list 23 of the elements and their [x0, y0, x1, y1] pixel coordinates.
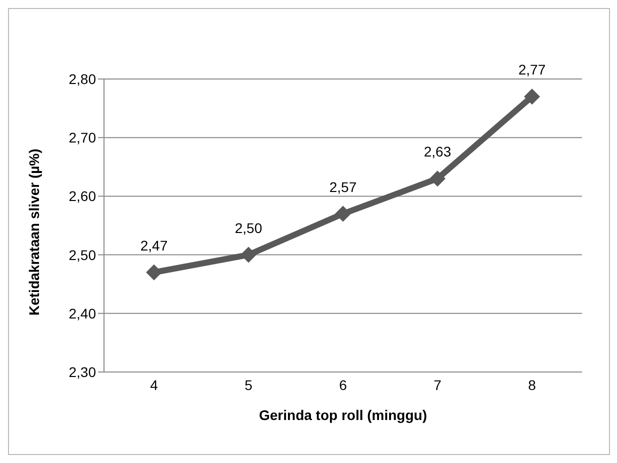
x-tick-label: 8 — [528, 376, 536, 393]
x-tick-label: 7 — [434, 376, 442, 393]
point — [146, 264, 162, 280]
y-tick-label: 2,70 — [68, 130, 96, 146]
x-tick-label: 4 — [150, 376, 158, 393]
data-label: 2,63 — [424, 144, 452, 160]
point — [335, 206, 351, 222]
y-tick-label: 2,40 — [68, 305, 96, 322]
x-tick-label: 6 — [339, 376, 348, 393]
y-tick-label: 2,80 — [68, 70, 96, 87]
data-label: 2,50 — [234, 220, 262, 236]
point — [524, 88, 540, 105]
y-tick-label: 2,60 — [68, 188, 96, 204]
y-tick-label: 2,30 — [68, 364, 96, 380]
data-label: 2,47 — [140, 237, 168, 254]
y-tick-label: 2,50 — [68, 246, 96, 263]
x-tick-label: 5 — [244, 376, 253, 393]
point — [240, 246, 256, 263]
x-axis-title: Gerinda top roll (minggu) — [259, 407, 427, 423]
y-axis-title: Ketidakrataan sliver (µ%) — [26, 148, 42, 316]
data-label: 2,57 — [329, 178, 357, 195]
data-label: 2,77 — [518, 62, 546, 78]
point — [430, 170, 446, 187]
